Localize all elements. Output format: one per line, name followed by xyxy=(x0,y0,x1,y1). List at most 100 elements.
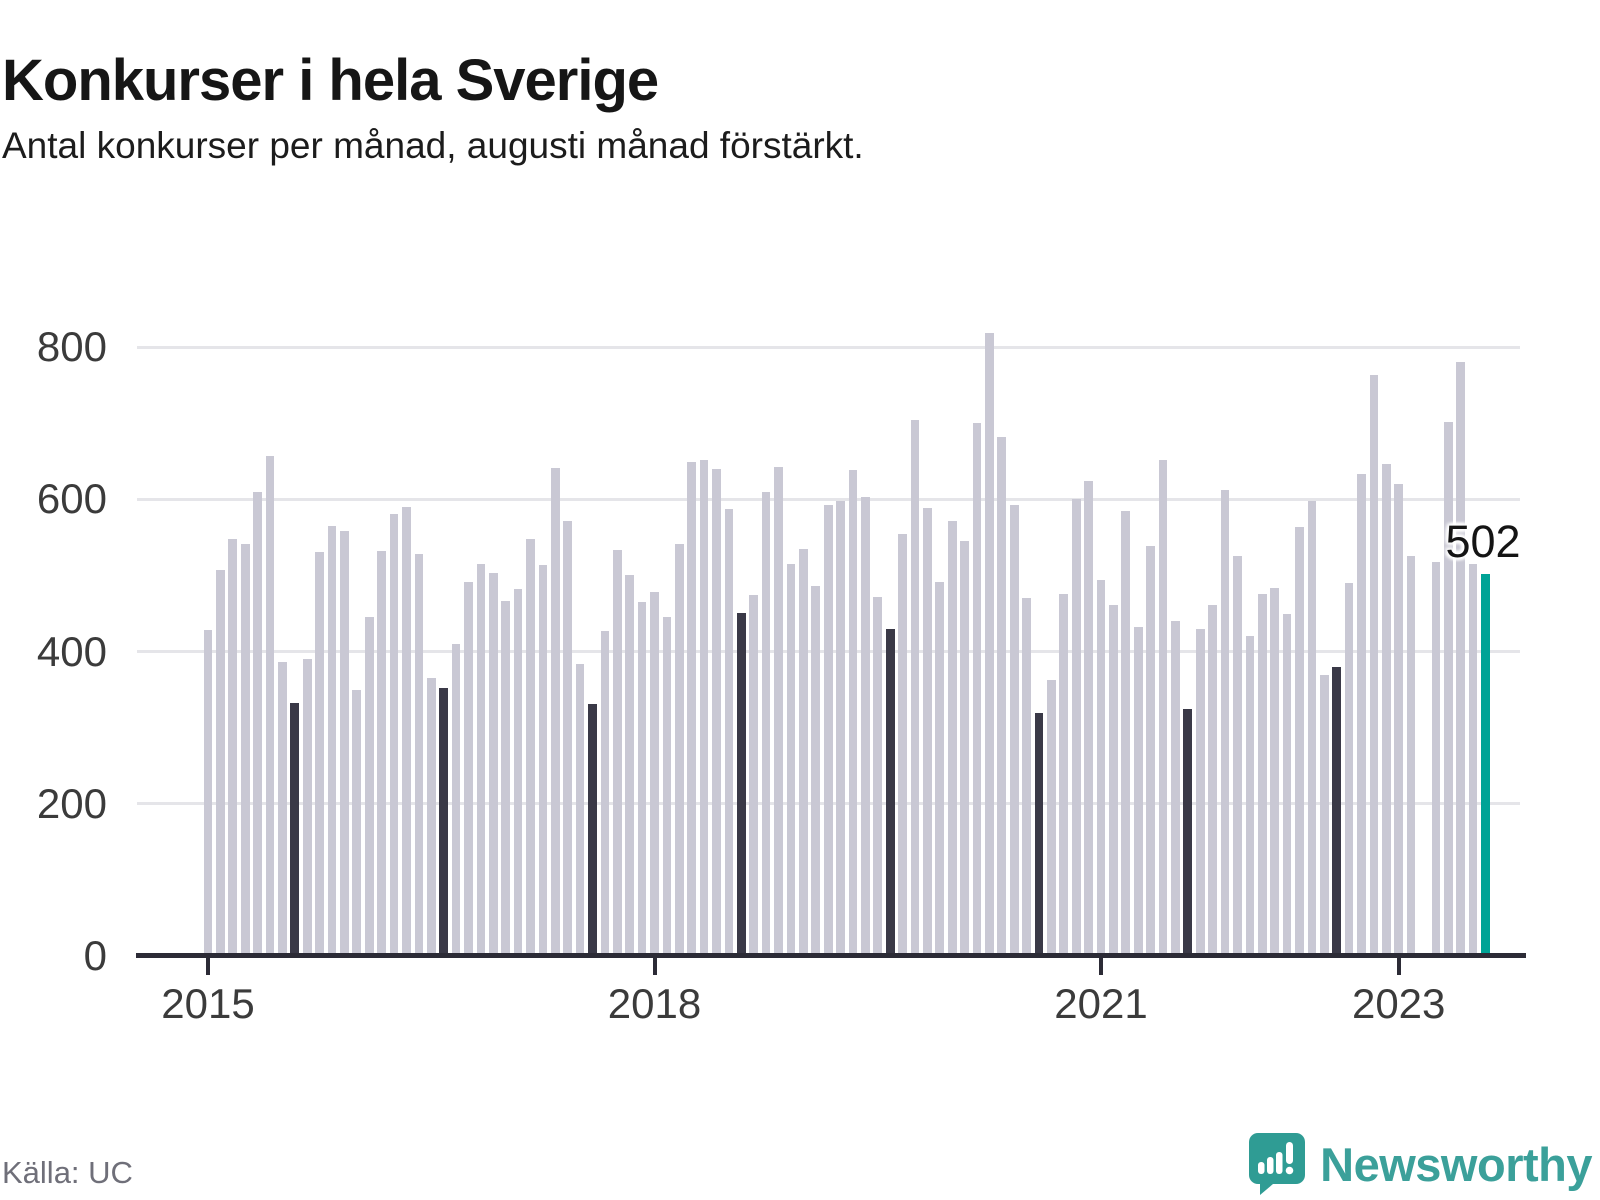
bar-2017-03 xyxy=(526,538,535,956)
bar-2016-07 xyxy=(426,678,436,956)
bar-2022-11 xyxy=(1369,375,1379,956)
bar-2020-08 xyxy=(1034,713,1044,956)
bar-2019-02 xyxy=(811,586,821,956)
bar-2016-06 xyxy=(414,554,424,956)
bar-2022-03 xyxy=(1270,587,1280,956)
bar-2019-03 xyxy=(823,505,833,956)
bar-2022-02 xyxy=(1257,594,1267,956)
bar-2020-03 xyxy=(972,423,982,956)
bar-2020-04 xyxy=(985,333,994,956)
bar-2022-04 xyxy=(1282,614,1292,956)
bar-2016-10 xyxy=(464,581,473,956)
bar-2019-01 xyxy=(798,548,808,956)
brand-name: Newsworthy xyxy=(1320,1137,1592,1191)
bar-2015-05 xyxy=(253,491,262,956)
bar-2017-01 xyxy=(501,601,511,956)
bar-highlight-2023-08 xyxy=(1481,573,1490,956)
bar-2015-02 xyxy=(216,570,225,956)
bar-2015-10 xyxy=(315,551,324,956)
bar-2018-07 xyxy=(724,509,734,956)
bar-2016-09 xyxy=(451,643,461,956)
bar-2018-11 xyxy=(774,466,783,956)
brand-logo: Newsworthy xyxy=(1248,1132,1592,1196)
bar-2021-08 xyxy=(1183,708,1193,956)
bar-2023-06 xyxy=(1456,362,1466,956)
bar-2020-07 xyxy=(1022,597,1031,956)
bar-2015-11 xyxy=(327,525,337,956)
x-axis-tick-2015 xyxy=(206,958,210,975)
bar-2019-09 xyxy=(898,533,907,956)
bar-2021-01 xyxy=(1096,579,1106,956)
bar-2023-01 xyxy=(1394,484,1404,956)
bar-2019-07 xyxy=(873,596,883,956)
bar-2017-08 xyxy=(588,704,597,956)
y-axis-label-800: 800 xyxy=(36,323,107,370)
bar-2021-12 xyxy=(1233,556,1242,956)
bar-2017-09 xyxy=(600,630,610,956)
bar-2016-11 xyxy=(476,564,486,956)
bar-2020-09 xyxy=(1047,679,1056,956)
bar-2015-07 xyxy=(278,662,287,956)
bar-2022-07 xyxy=(1319,675,1329,956)
bar-2021-09 xyxy=(1195,628,1205,956)
bar-2016-04 xyxy=(389,513,399,956)
bar-2019-08 xyxy=(885,629,895,956)
bar-2021-03 xyxy=(1121,510,1131,956)
source-note: Källa: UC xyxy=(2,1155,133,1190)
bar-2020-12 xyxy=(1084,481,1093,956)
bar-2015-08 xyxy=(290,702,300,956)
bar-2016-02 xyxy=(364,616,374,956)
bar-2017-05 xyxy=(550,468,560,956)
bar-2016-03 xyxy=(377,551,386,956)
bar-2023-04 xyxy=(1431,562,1441,956)
bar-2018-02 xyxy=(662,617,672,956)
bar-2021-10 xyxy=(1208,605,1217,956)
bar-2020-01 xyxy=(947,521,957,956)
bar-2023-02 xyxy=(1406,555,1416,956)
bar-2016-01 xyxy=(352,690,362,956)
chart-subtitle: Antal konkurser per månad, augusti månad… xyxy=(2,125,864,166)
bar-2015-09 xyxy=(302,659,312,956)
bar-2022-01 xyxy=(1245,636,1255,956)
bar-2016-08 xyxy=(439,688,449,956)
bar-2019-04 xyxy=(836,500,845,956)
x-axis-label-2018: 2018 xyxy=(607,980,702,1027)
x-axis-tick-2023 xyxy=(1396,958,1401,975)
bar-2022-10 xyxy=(1357,474,1366,956)
bar-2021-07 xyxy=(1171,621,1180,956)
bar-2015-03 xyxy=(228,538,238,956)
bar-2017-06 xyxy=(563,520,573,956)
bar-2017-04 xyxy=(538,564,548,956)
x-axis-tick-2018 xyxy=(652,958,657,975)
x-axis-label-2023: 2023 xyxy=(1351,980,1446,1027)
bar-2023-07 xyxy=(1468,564,1478,956)
bar-2020-06 xyxy=(1009,504,1019,956)
bar-2023-05 xyxy=(1443,422,1453,956)
bar-2017-02 xyxy=(513,589,523,956)
bar-2018-03 xyxy=(674,544,684,956)
bar-2018-08 xyxy=(736,612,746,956)
newsworthy-chart-bubble-icon xyxy=(1248,1132,1306,1196)
bar-2018-04 xyxy=(687,461,697,956)
bar-2019-05 xyxy=(848,470,858,956)
bar-2021-02 xyxy=(1109,605,1118,956)
bar-2021-05 xyxy=(1146,545,1155,956)
bar-2022-05 xyxy=(1295,527,1304,956)
bar-2021-06 xyxy=(1158,460,1168,956)
bar-2015-06 xyxy=(265,455,275,956)
bar-2020-02 xyxy=(960,541,969,956)
bar-2016-05 xyxy=(402,506,411,956)
bar-2020-11 xyxy=(1071,499,1081,957)
bar-2015-04 xyxy=(240,544,250,956)
bar-2021-11 xyxy=(1220,490,1230,956)
bar-2021-04 xyxy=(1133,627,1143,956)
bar-2015-12 xyxy=(340,530,349,956)
bar-2022-08 xyxy=(1332,666,1342,956)
bar-2019-10 xyxy=(910,420,920,956)
bar-2018-12 xyxy=(786,564,796,956)
bar-2018-01 xyxy=(650,592,659,956)
bar-2019-11 xyxy=(923,507,932,956)
page-title: Konkurser i hela Sverige xyxy=(2,47,659,113)
x-axis-label-2015: 2015 xyxy=(161,980,255,1027)
